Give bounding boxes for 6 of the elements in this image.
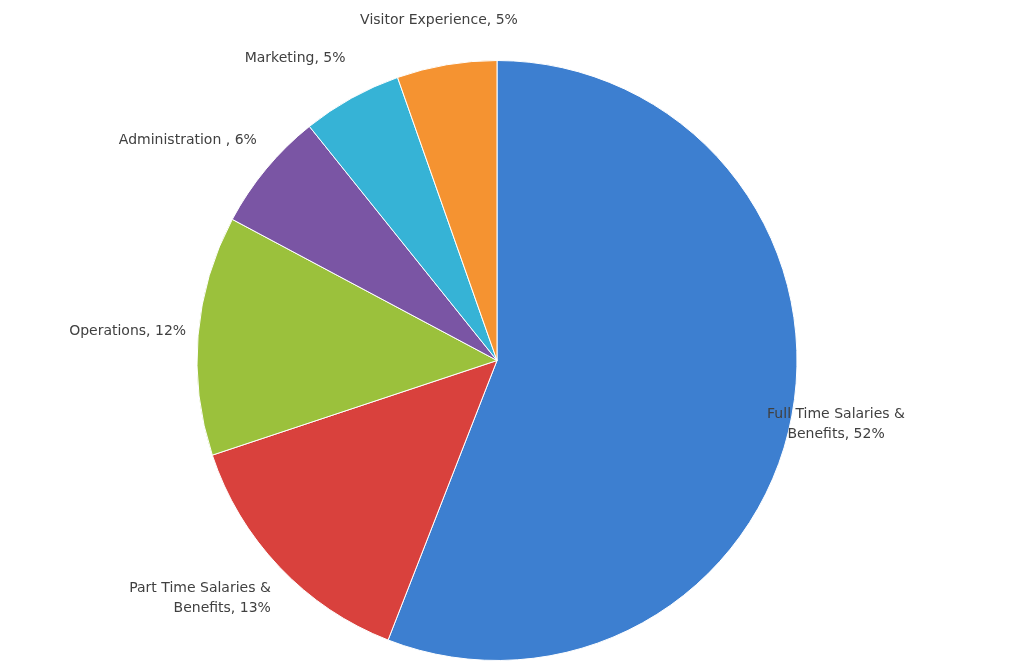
slice-label: Full Time Salaries & Benefits, 52% — [767, 404, 906, 441]
slice-label: Marketing, 5% — [244, 49, 346, 66]
slice-label: Part Time Salaries & Benefits, 13% — [129, 578, 271, 615]
slice-label: Administration , 6% — [118, 130, 257, 147]
slice-label: Operations, 12% — [69, 322, 187, 339]
slice-label: Visitor Experience, 5% — [360, 11, 518, 28]
